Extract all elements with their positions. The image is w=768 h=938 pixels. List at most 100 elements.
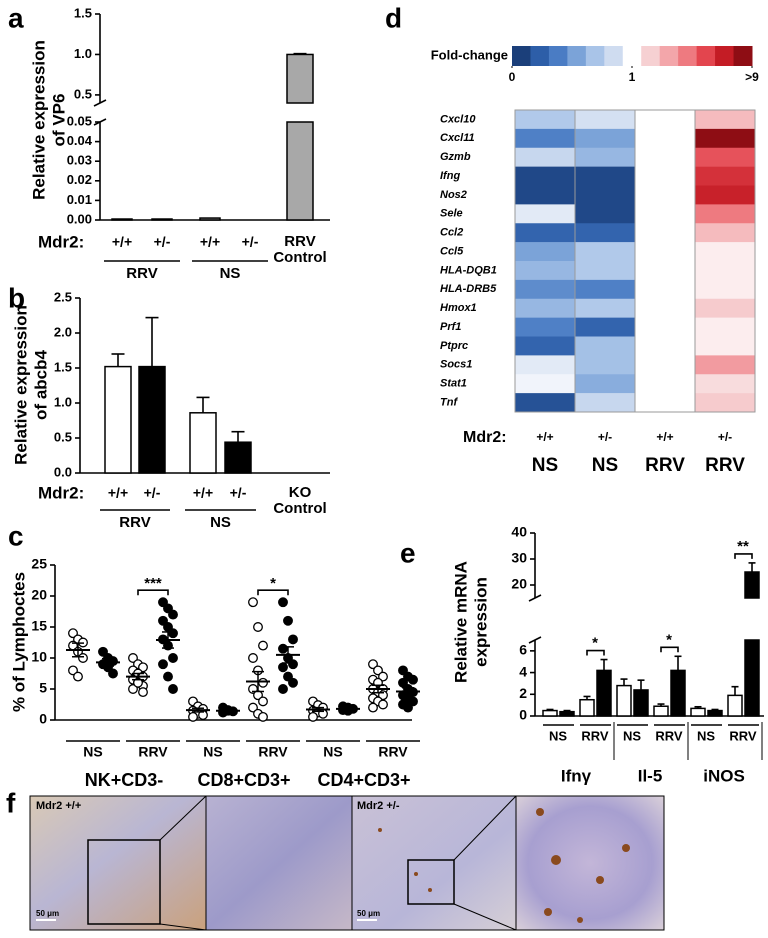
heatmap-cell — [515, 223, 575, 243]
heatmap-cell — [575, 147, 635, 167]
significance-label: * — [270, 575, 276, 592]
axis-break — [528, 636, 542, 644]
y-tick-label: 1.0 — [74, 46, 92, 61]
heatmap-cell — [515, 336, 575, 356]
y-tick-label: 0.01 — [67, 192, 92, 207]
row-label: Ccl2 — [440, 227, 463, 239]
row-label: Cxcl10 — [440, 113, 476, 125]
y-axis-label: Relative mRNA — [451, 561, 470, 683]
bar — [633, 689, 649, 717]
y-tick-label: 2 — [519, 685, 527, 701]
row-label: Cxcl11 — [440, 132, 475, 144]
significance-label: * — [666, 631, 672, 648]
data-point — [128, 653, 138, 663]
data-point — [278, 662, 288, 673]
heatmap-cell — [695, 355, 755, 375]
data-point — [258, 677, 268, 688]
y-tick-label: 30 — [511, 550, 527, 566]
row-label: Stat1 — [440, 378, 467, 390]
subgroup-label: NS — [323, 744, 342, 760]
row-label: Hmox1 — [440, 302, 477, 314]
group-label-box: KO Control — [273, 485, 326, 517]
colorbar-tick-label: >9 — [745, 70, 759, 84]
data-point — [168, 609, 178, 620]
zoom-line — [453, 903, 517, 931]
y-tick-label: 0.5 — [54, 429, 72, 444]
row-label: Ccl5 — [440, 245, 464, 257]
data-point — [283, 615, 293, 626]
bar — [744, 571, 760, 599]
group-label: NK+CD3- — [85, 770, 164, 790]
column-group: NS — [532, 455, 558, 476]
heatmap-cell — [515, 147, 575, 167]
colorbar-swatch — [567, 46, 587, 66]
y-tick-label: 5 — [39, 680, 47, 696]
column-genotype: +/+ — [656, 430, 673, 444]
heatmap-cell — [575, 317, 635, 337]
colorbar-swatch — [678, 46, 698, 66]
group-label-box: RRV Control — [273, 234, 326, 266]
subgroup-label: RRV — [258, 744, 288, 760]
data-point — [248, 653, 258, 663]
y-tick-label: 1.5 — [54, 359, 72, 374]
data-point — [368, 702, 378, 713]
data-point — [248, 702, 258, 713]
row-label: Ifng — [440, 170, 460, 182]
y-axis-label: of VP6 — [49, 94, 68, 147]
group-label: RRV — [126, 265, 157, 282]
x-tick-label: +/- — [230, 485, 247, 501]
heatmap-cell — [635, 279, 695, 300]
heatmap-cell — [515, 317, 575, 337]
data-point — [158, 659, 168, 670]
zoom-line — [453, 795, 517, 861]
data-point — [168, 628, 178, 639]
heatmap-cell — [575, 185, 635, 205]
y-tick-label: 4 — [519, 663, 527, 679]
y-tick-label: 0.05 — [67, 113, 92, 128]
heatmap-cell — [635, 393, 695, 413]
bar — [596, 669, 612, 717]
colorbar-swatch — [548, 46, 568, 66]
group-label: NS — [210, 514, 231, 531]
heatmap-cell — [515, 298, 575, 318]
subgroup-label: RRV — [378, 744, 408, 760]
colorbar-swatch — [585, 46, 605, 66]
colorbar-swatch — [622, 46, 642, 66]
axis-label: Mdr2: — [38, 232, 84, 251]
data-point — [163, 603, 173, 614]
heatmap-cell — [635, 166, 695, 186]
colorbar-swatch — [530, 46, 550, 66]
heatmap-cell — [575, 261, 635, 281]
data-point — [398, 665, 408, 676]
data-point — [288, 677, 298, 688]
data-point — [258, 696, 268, 707]
micrograph-label: Mdr2 +/- — [357, 800, 400, 812]
micrograph-zoom — [515, 795, 665, 931]
y-tick-label: 2.0 — [54, 324, 72, 339]
axis-label: Mdr2: — [463, 429, 507, 446]
heatmap-cell — [635, 317, 695, 337]
bar — [151, 218, 173, 221]
data-point — [138, 687, 148, 698]
column-genotype: +/+ — [536, 430, 553, 444]
axis-break — [528, 594, 542, 602]
row-label: Sele — [440, 208, 463, 220]
data-point — [368, 659, 378, 670]
data-point — [408, 674, 418, 685]
bar — [616, 684, 632, 717]
heatmap-cell — [575, 166, 635, 186]
colorbar-swatch — [641, 46, 661, 66]
heatmap-cell — [635, 336, 695, 356]
y-axis-label: Relative expression — [29, 40, 48, 200]
heatmap-cell — [635, 128, 695, 149]
heatmap-cell — [695, 317, 755, 337]
panel-letter: e — [400, 537, 416, 568]
row-label: Prf1 — [440, 321, 461, 333]
data-point — [128, 684, 138, 694]
heatmap-cell — [695, 393, 755, 413]
heatmap-cell — [515, 374, 575, 394]
subgroup-label: NS — [623, 728, 641, 743]
significance-label: *** — [144, 575, 162, 592]
